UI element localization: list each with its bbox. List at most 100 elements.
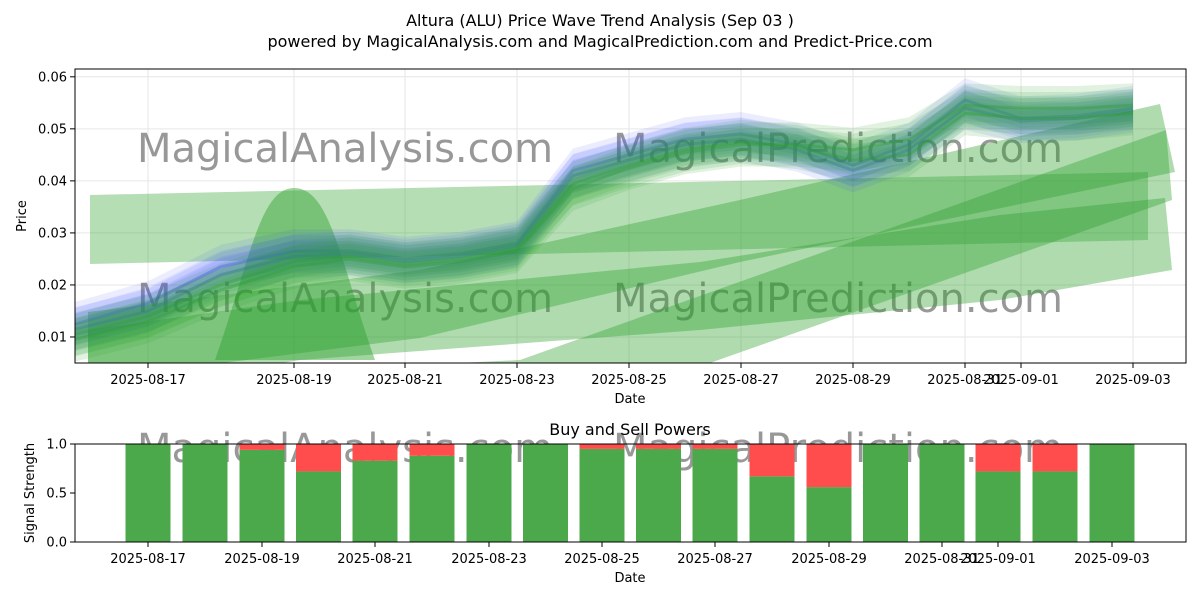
buy-bar bbox=[409, 455, 455, 542]
price-y-tick-label: 0.04 bbox=[38, 174, 67, 189]
buy-bar bbox=[636, 448, 681, 542]
buy-bar bbox=[1089, 444, 1135, 542]
sell-bar bbox=[636, 444, 681, 449]
price-y-tick-label: 0.05 bbox=[38, 122, 67, 137]
price-x-axis: 2025-08-17 2025-08-19 2025-08-21 2025-08-23… bbox=[110, 363, 1171, 388]
price-series-band bbox=[75, 97, 1133, 351]
signal-title: Buy and Sell Powers bbox=[549, 420, 711, 439]
buy-bar bbox=[692, 448, 738, 542]
buy-bar bbox=[579, 448, 625, 542]
buy-bar bbox=[523, 444, 568, 542]
price-series-band bbox=[75, 91, 1133, 357]
price-series-band bbox=[75, 98, 1133, 340]
trend-band bbox=[88, 104, 1175, 363]
price-panel: MagicalAnalysis.com MagicalPrediction.co… bbox=[15, 68, 1187, 407]
signal-x-tick-label: 2025-08-17 bbox=[110, 552, 186, 567]
price-x-tick-label: 2025-08-25 bbox=[591, 373, 667, 388]
price-series-band bbox=[75, 90, 1133, 334]
sell-bar bbox=[692, 444, 738, 449]
price-series-band bbox=[75, 92, 1133, 346]
buy-bar bbox=[296, 471, 341, 542]
price-series-line bbox=[75, 111, 1134, 336]
sell-bar bbox=[806, 444, 852, 488]
price-series bbox=[75, 78, 1134, 362]
price-x-tick-label: 2025-08-29 bbox=[815, 373, 891, 388]
price-y-tick-label: 0.03 bbox=[38, 226, 67, 241]
signal-x-tick-label: 2025-08-27 bbox=[677, 552, 753, 567]
sell-bar bbox=[579, 444, 625, 449]
price-y-label: Price bbox=[15, 200, 30, 232]
price-x-tick-label: 2025-08-31 bbox=[927, 373, 1003, 388]
signal-x-tick-label: 2025-09-03 bbox=[1074, 552, 1150, 567]
buy-bar bbox=[239, 449, 285, 542]
trend-band bbox=[458, 130, 1172, 363]
price-x-tick-label: 2025-09-01 bbox=[983, 373, 1059, 388]
price-series-line bbox=[75, 103, 1134, 342]
watermark-top-2: MagicalPrediction.com bbox=[613, 126, 1063, 172]
trend-band bbox=[88, 198, 1172, 363]
signal-y-axis: 0.0 0.5 1.0 bbox=[46, 438, 75, 551]
price-series-band bbox=[75, 83, 1133, 362]
chart-subtitle: powered by MagicalAnalysis.com and Magic… bbox=[267, 32, 932, 51]
price-x-tick-label: 2025-08-17 bbox=[110, 373, 186, 388]
wave-bump bbox=[215, 188, 375, 360]
signal-x-axis: 2025-08-17 2025-08-19 2025-08-21 2025-08-23… bbox=[110, 542, 1150, 567]
chart-title: Altura (ALU) Price Wave Trend Analysis (… bbox=[406, 11, 794, 30]
watermark-top-4: MagicalPrediction.com bbox=[613, 276, 1063, 322]
price-x-label: Date bbox=[614, 392, 645, 407]
sell-bar bbox=[1032, 444, 1078, 472]
sell-bar bbox=[239, 444, 285, 450]
price-y-tick-label: 0.02 bbox=[38, 278, 67, 293]
buy-bar bbox=[1032, 471, 1078, 542]
signal-x-tick-label: 2025-08-23 bbox=[451, 552, 527, 567]
buy-bar bbox=[975, 471, 1021, 542]
price-watermarks: MagicalAnalysis.com MagicalPrediction.co… bbox=[137, 126, 1063, 322]
price-series-line bbox=[75, 98, 1134, 326]
price-series-band bbox=[75, 89, 1133, 356]
sell-bar bbox=[749, 444, 795, 477]
signal-bars bbox=[125, 444, 1135, 542]
price-y-tick-label: 0.06 bbox=[38, 70, 67, 85]
price-grid bbox=[75, 69, 1186, 363]
signal-y-tick-label: 1.0 bbox=[46, 438, 67, 453]
buy-bar bbox=[919, 444, 965, 542]
price-series-band bbox=[75, 103, 1133, 345]
price-x-tick-label: 2025-08-27 bbox=[703, 373, 779, 388]
buy-bar bbox=[352, 460, 398, 542]
sell-bar bbox=[352, 444, 398, 461]
price-bands bbox=[88, 104, 1175, 363]
buy-bar bbox=[806, 487, 852, 542]
sell-bar bbox=[409, 444, 455, 456]
price-series-band bbox=[75, 78, 1133, 346]
price-series-line bbox=[75, 106, 1134, 331]
signal-y-tick-label: 0.0 bbox=[46, 536, 67, 551]
signal-y-label: Signal Strength bbox=[23, 443, 38, 543]
trend-band bbox=[90, 172, 1148, 264]
signal-panel: Buy and Sell Powers MagicalAnalysis.com … bbox=[23, 420, 1187, 586]
price-y-axis: 0.01 0.02 0.03 0.04 0.05 0.06 bbox=[38, 70, 75, 345]
price-y-tick-label: 0.01 bbox=[38, 330, 67, 345]
buy-bar bbox=[749, 476, 795, 542]
buy-bar bbox=[466, 444, 512, 542]
buy-bar bbox=[125, 444, 171, 542]
signal-x-tick-label: 2025-08-19 bbox=[224, 552, 300, 567]
signal-x-tick-label: 2025-08-25 bbox=[564, 552, 640, 567]
signal-x-tick-label: 2025-08-29 bbox=[791, 552, 867, 567]
signal-x-tick-label: 2025-08-31 bbox=[904, 552, 980, 567]
price-x-tick-label: 2025-08-21 bbox=[367, 373, 443, 388]
signal-x-tick-label: 2025-09-01 bbox=[960, 552, 1036, 567]
buy-bar bbox=[863, 444, 908, 542]
watermark-top-1: MagicalAnalysis.com bbox=[137, 126, 553, 172]
price-plot-frame bbox=[74, 68, 1187, 364]
signal-y-tick-label: 0.5 bbox=[46, 487, 67, 502]
price-series-band bbox=[75, 84, 1133, 340]
price-x-tick-label: 2025-09-03 bbox=[1095, 373, 1171, 388]
price-x-tick-label: 2025-08-19 bbox=[256, 373, 332, 388]
signal-x-label: Date bbox=[614, 571, 645, 586]
sell-bar bbox=[975, 444, 1021, 472]
price-plot-background bbox=[75, 69, 1186, 363]
price-x-tick-label: 2025-08-23 bbox=[479, 373, 555, 388]
price-series-band bbox=[75, 86, 1133, 352]
sell-bar bbox=[296, 444, 341, 472]
